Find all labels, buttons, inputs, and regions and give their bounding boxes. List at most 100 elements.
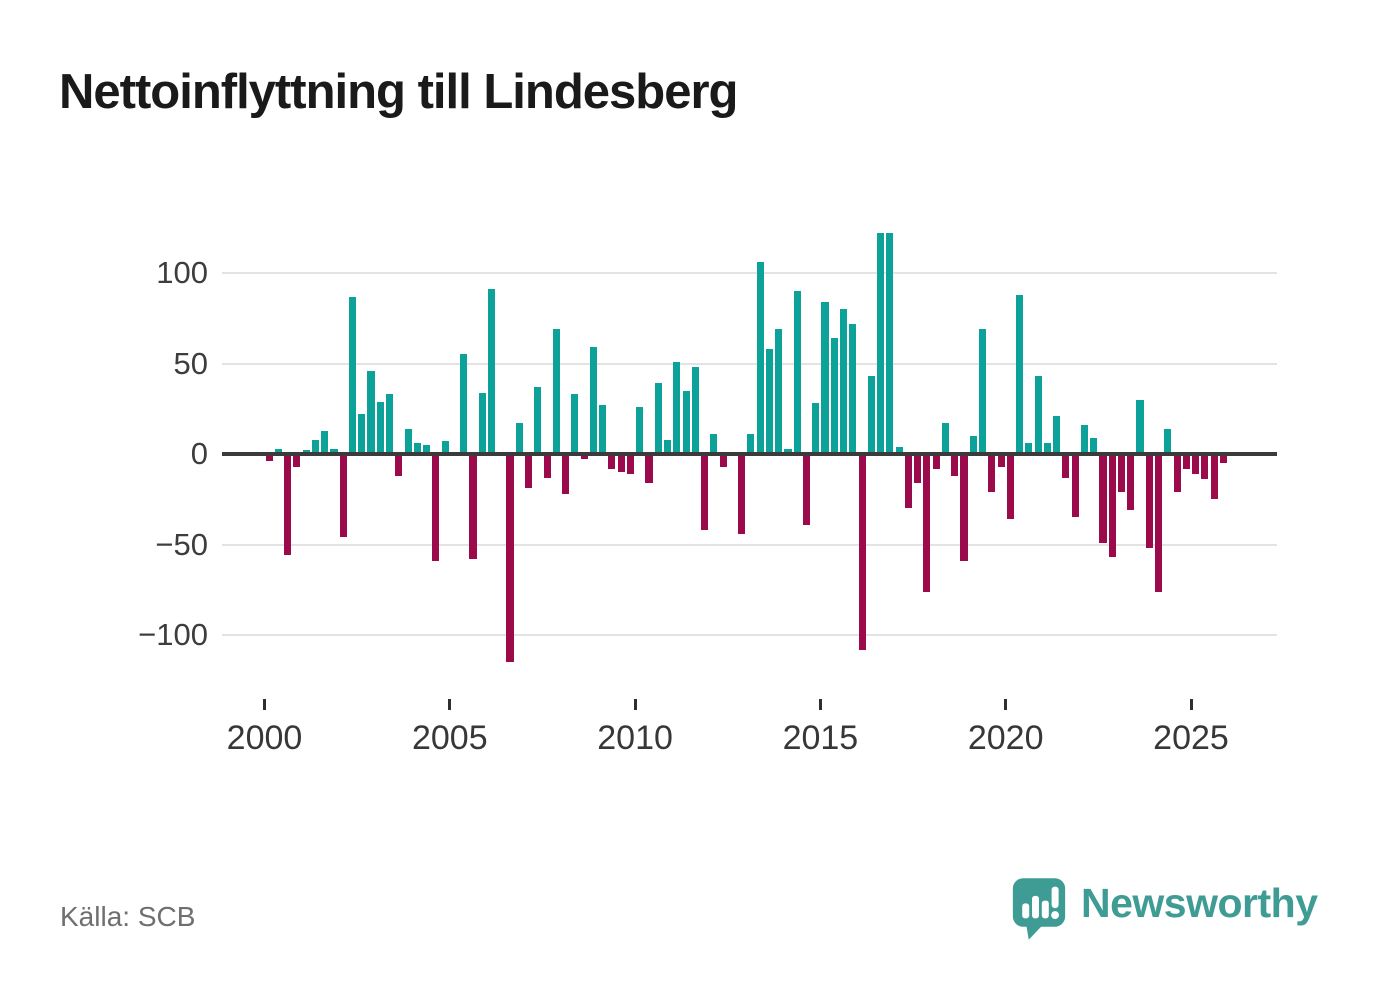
bar-2018-q1 [932, 454, 940, 469]
y-tick-label--50: −50 [155, 526, 208, 562]
bar-2024-q1 [1155, 454, 1163, 592]
bar-2025-q2 [1201, 454, 1209, 480]
bar-2004-q4 [441, 441, 449, 454]
bar-2008-q1 [562, 454, 570, 494]
bar-2023-q4 [1145, 454, 1153, 549]
bar-2003-q2 [386, 394, 394, 454]
bar-2017-q3 [914, 454, 922, 483]
x-tick-2005 [448, 699, 452, 710]
newsworthy-logo-icon [1012, 878, 1066, 940]
x-tick-label-2010: 2010 [597, 719, 673, 757]
bar-2014-q2 [793, 291, 801, 454]
bar-2006-q4 [515, 423, 523, 454]
bar-2025-q3 [1210, 454, 1218, 500]
bar-2019-q4 [997, 454, 1005, 467]
bar-2002-q2 [348, 296, 357, 454]
bar-2018-q2 [941, 423, 950, 454]
bar-2008-q2 [571, 394, 579, 454]
bar-2002-q1 [339, 454, 347, 538]
bar-2022-q1 [1080, 425, 1089, 454]
bar-2004-q1 [413, 443, 421, 454]
bar-2016-q3 [877, 233, 885, 454]
bar-2001-q3 [321, 430, 329, 454]
bar-2011-q1 [673, 361, 681, 454]
bar-2024-q2 [1164, 428, 1172, 454]
bar-2010-q2 [645, 454, 653, 483]
bar-2002-q3 [358, 414, 366, 454]
bar-2013-q1 [747, 434, 755, 454]
x-tick-2000 [263, 699, 266, 710]
bar-2016-q4 [886, 233, 894, 454]
bar-2015-q4 [849, 323, 857, 454]
newsworthy-branding: Newsworthy [1011, 875, 1318, 943]
bar-2007-q1 [525, 454, 533, 489]
x-tick-2015 [818, 699, 822, 710]
gridline--100 [222, 634, 1277, 636]
bar-2025-q4 [1219, 454, 1227, 464]
bar-2013-q2 [756, 262, 764, 454]
x-tick-2020 [1004, 699, 1008, 710]
bar-2002-q4 [367, 370, 375, 454]
bar-2006-q3 [506, 454, 514, 663]
newsworthy-wordmark: Newsworthy [1081, 879, 1318, 926]
x-tick-label-2025: 2025 [1153, 719, 1229, 757]
bar-2000-q4 [293, 454, 301, 467]
x-tick-label-2000: 2000 [226, 719, 303, 757]
bar-2008-q4 [589, 347, 597, 454]
bar-2008-q3 [580, 454, 588, 460]
bar-2018-q4 [960, 454, 968, 561]
bar-2012-q1 [710, 434, 718, 454]
bar-2007-q2 [534, 387, 542, 454]
bar-2022-q3 [1099, 454, 1107, 543]
bar-2003-q4 [404, 428, 412, 454]
bar-2011-q4 [701, 454, 709, 530]
bar-2009-q1 [599, 405, 607, 454]
bar-2023-q1 [1117, 454, 1126, 492]
bar-2001-q4 [330, 448, 338, 454]
bar-2010-q4 [663, 439, 672, 454]
x-tick-2010 [633, 699, 637, 710]
bar-2014-q3 [802, 454, 811, 525]
bar-2012-q2 [719, 454, 727, 467]
bar-2010-q3 [654, 383, 662, 454]
bar-2003-q1 [376, 401, 384, 454]
gridline--50 [222, 543, 1277, 546]
source-caption: Källa: SCB [60, 901, 196, 932]
bar-2015-q2 [830, 338, 838, 454]
bar-2000-q3 [284, 454, 292, 556]
bar-2009-q3 [617, 454, 625, 473]
bar-2013-q4 [775, 329, 783, 454]
bar-2017-q1 [895, 446, 903, 454]
bar-2021-q4 [1071, 454, 1079, 518]
bar-2004-q3 [432, 454, 440, 561]
y-tick-label-50: 50 [173, 345, 208, 381]
x-axis-line [222, 452, 1277, 456]
bar-2016-q2 [867, 376, 875, 454]
x-tick-label-2005: 2005 [411, 719, 488, 757]
bar-2020-q4 [1034, 376, 1042, 454]
bar-2000-q2 [274, 448, 282, 454]
bar-2001-q2 [311, 439, 320, 454]
bar-2022-q2 [1090, 437, 1098, 454]
bar-2020-q2 [1016, 294, 1024, 454]
bar-2011-q3 [691, 367, 699, 454]
bar-2006-q1 [487, 289, 496, 454]
bar-2021-q1 [1043, 443, 1051, 454]
bar-2011-q2 [682, 390, 690, 454]
y-tick-label-0: 0 [190, 436, 208, 471]
bar-2005-q4 [478, 392, 486, 454]
bar-2013-q3 [765, 349, 773, 454]
gridline-100 [222, 272, 1277, 274]
bar-2003-q3 [395, 454, 403, 476]
bar-2015-q1 [821, 302, 829, 454]
chart-title: Nettoinflyttning till Lindesberg [59, 65, 738, 119]
bar-2012-q4 [738, 454, 746, 534]
gridline-50 [222, 362, 1277, 365]
bar-2023-q2 [1127, 454, 1135, 511]
bar-2021-q2 [1053, 416, 1061, 454]
bar-2007-q3 [543, 454, 551, 478]
bar-2019-q1 [969, 435, 977, 454]
bar-2014-q4 [812, 403, 820, 454]
bar-2025-q1 [1192, 454, 1200, 474]
